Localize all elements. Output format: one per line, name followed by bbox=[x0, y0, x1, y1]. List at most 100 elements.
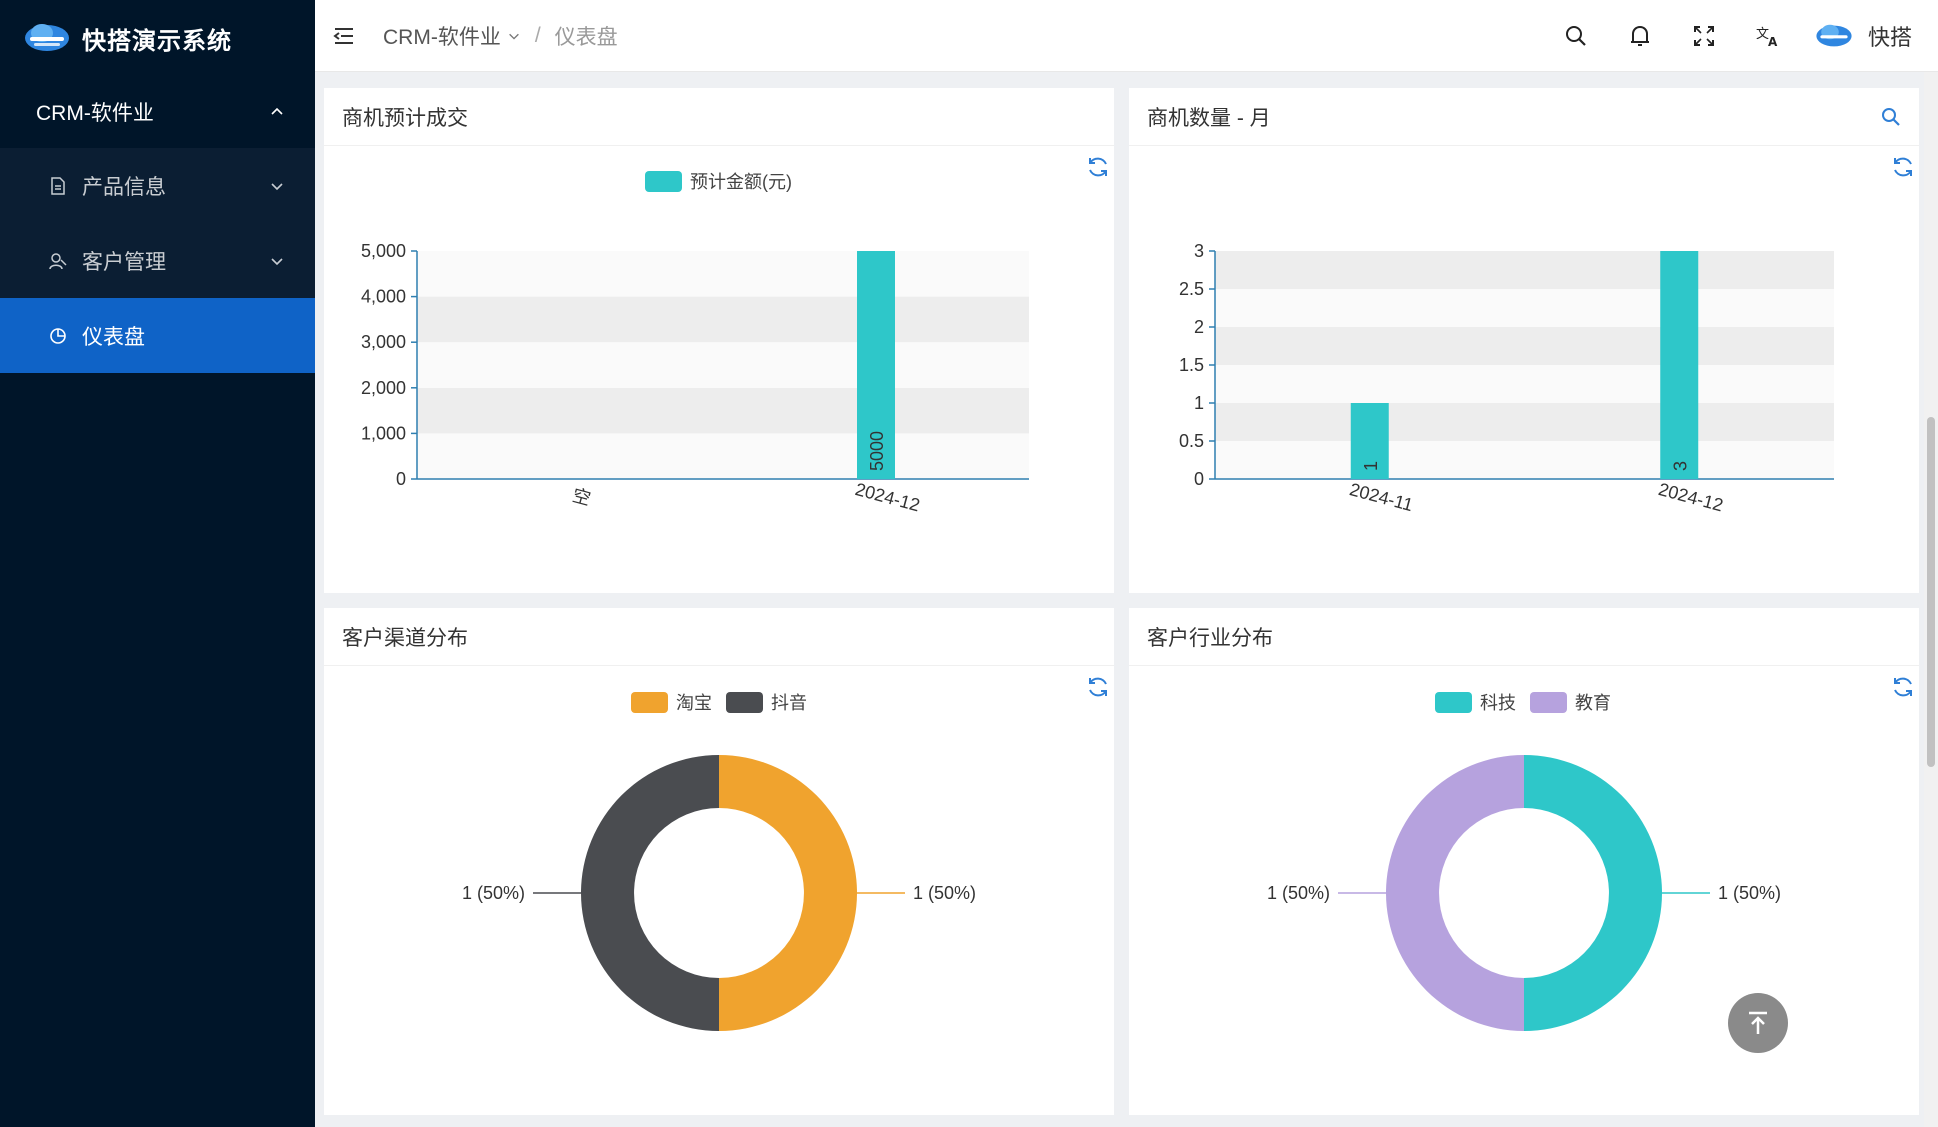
x-tick-label: 2024-12 bbox=[853, 479, 922, 515]
legend-swatch bbox=[631, 691, 668, 713]
legend-label: 预计金额(元) bbox=[690, 172, 792, 192]
x-tick-label: 空 bbox=[570, 485, 593, 509]
refresh-icon[interactable] bbox=[1085, 674, 1111, 700]
x-tick-label: 2024-12 bbox=[1656, 479, 1725, 515]
back-to-top-button[interactable] bbox=[1728, 993, 1788, 1053]
y-tick-label: 3,000 bbox=[361, 332, 406, 352]
avatar bbox=[1816, 24, 1852, 47]
chevron-down-icon[interactable] bbox=[507, 29, 521, 43]
card-title-text: 客户行业分布 bbox=[1147, 626, 1273, 650]
grid-band bbox=[1215, 403, 1834, 441]
y-tick-label: 1,000 bbox=[361, 423, 406, 443]
search-icon[interactable] bbox=[1544, 0, 1608, 72]
chart-legend: 淘宝 抖音 bbox=[631, 689, 807, 715]
user-name: 快搭 bbox=[1867, 25, 1912, 50]
legend-swatch bbox=[1435, 691, 1472, 713]
y-tick-label: 1 bbox=[1194, 393, 1204, 413]
refresh-icon[interactable] bbox=[1085, 154, 1111, 180]
chevron-up-icon bbox=[271, 107, 283, 115]
legend-label: 抖音 bbox=[771, 693, 807, 713]
refresh-icon[interactable] bbox=[1890, 674, 1916, 700]
breadcrumb-item-dashboard: 仪表盘 bbox=[554, 25, 618, 49]
donut-data-label: 1 (50%) bbox=[1718, 883, 1781, 903]
document-icon bbox=[51, 176, 65, 195]
grid-band bbox=[417, 296, 1029, 343]
sidebar-item-label: 产品信息 bbox=[82, 175, 166, 199]
menu-group-crm[interactable]: CRM-软件业 bbox=[0, 76, 315, 148]
bar bbox=[857, 251, 895, 479]
donut-data-label: 1 (50%) bbox=[1267, 883, 1330, 903]
user-menu[interactable]: 快搭 bbox=[1800, 20, 1938, 52]
legend-label: 科技 bbox=[1480, 693, 1516, 713]
y-tick-label: 2 bbox=[1194, 317, 1204, 337]
sidebar-item-label: 仪表盘 bbox=[82, 325, 145, 349]
chart-legend: 科技 教育 bbox=[1435, 689, 1611, 715]
sidebar: 快搭演示系统 CRM-软件业 产品信息 客户管理 仪表盘 bbox=[0, 0, 315, 1127]
grid-band bbox=[417, 251, 1029, 297]
fullscreen-icon[interactable] bbox=[1672, 0, 1736, 72]
breadcrumb-item-crm[interactable]: CRM-软件业 bbox=[383, 25, 501, 49]
grid-band bbox=[1215, 365, 1834, 403]
x-tick-label: 2024-11 bbox=[1347, 479, 1415, 515]
donut-slice bbox=[1524, 755, 1662, 1031]
legend-item[interactable]: 预计金额(元) bbox=[645, 168, 792, 194]
legend-item[interactable]: 教育 bbox=[1530, 689, 1611, 715]
donut-data-label: 1 (50%) bbox=[913, 883, 976, 903]
grid-band bbox=[1215, 327, 1834, 365]
y-tick-label: 0 bbox=[396, 469, 406, 489]
card-title-text: 商机预计成交 bbox=[342, 106, 468, 130]
donut-chart-customer-channels: 1 (50%) 1 (50%) bbox=[462, 755, 976, 1031]
card-title: 客户渠道分布 bbox=[324, 608, 1114, 666]
card-title: 商机预计成交 bbox=[324, 88, 1114, 146]
menu-fold-icon[interactable] bbox=[329, 21, 359, 51]
svg-text:A: A bbox=[1768, 35, 1778, 48]
legend-swatch bbox=[726, 691, 763, 713]
bell-icon[interactable] bbox=[1608, 0, 1672, 72]
breadcrumb: CRM-软件业 / 仪表盘 bbox=[383, 21, 618, 51]
page-scrollbar[interactable] bbox=[1924, 72, 1938, 1127]
card-title-text: 商机数量 - 月 bbox=[1147, 106, 1271, 130]
app-title: 快搭演示系统 bbox=[82, 27, 232, 55]
y-tick-label: 2,000 bbox=[361, 378, 406, 398]
y-tick-label: 5,000 bbox=[361, 241, 406, 261]
card-opportunity-count: 商机数量 - 月 0 0.5 1 1.5 2 2.5 3 1 2024-11 3 2024-12 bbox=[1129, 88, 1919, 593]
legend-swatch bbox=[645, 170, 682, 192]
brand[interactable]: 快搭演示系统 bbox=[0, 0, 315, 76]
sidebar-item-products[interactable]: 产品信息 bbox=[0, 148, 315, 223]
sidebar-item-dashboard[interactable]: 仪表盘 bbox=[0, 298, 315, 373]
bar-chart-opportunity-count: 0 0.5 1 1.5 2 2.5 3 1 2024-11 3 2024-12 bbox=[1179, 241, 1834, 515]
legend-item[interactable]: 科技 bbox=[1435, 689, 1516, 715]
donut-slice bbox=[719, 755, 857, 1031]
y-tick-label: 0.5 bbox=[1179, 431, 1204, 451]
pie-chart-icon bbox=[50, 327, 66, 344]
card-title-text: 客户渠道分布 bbox=[342, 626, 468, 650]
card-expected-deals: 商机预计成交 预计金额(元) 0 1,000 2,000 3,000 4,000 5,00… bbox=[324, 88, 1114, 593]
card-customer-industry: 客户行业分布 科技 教育 1 (50%) 1 (50%) bbox=[1129, 608, 1919, 1115]
sidebar-item-customers[interactable]: 客户管理 bbox=[0, 223, 315, 298]
card-title: 商机数量 - 月 bbox=[1129, 88, 1919, 146]
bar-data-label: 1 bbox=[1361, 461, 1381, 471]
svg-text:文: 文 bbox=[1756, 27, 1769, 42]
y-tick-label: 4,000 bbox=[361, 287, 406, 307]
chevron-down-icon bbox=[271, 182, 283, 190]
legend-label: 淘宝 bbox=[676, 693, 712, 713]
refresh-icon[interactable] bbox=[1890, 154, 1916, 180]
arrow-up-icon bbox=[1749, 1011, 1767, 1034]
cloud-logo-icon bbox=[25, 24, 69, 51]
y-tick-label: 2.5 bbox=[1179, 279, 1204, 299]
grid-band bbox=[417, 433, 1029, 479]
legend-item[interactable]: 抖音 bbox=[726, 689, 807, 715]
grid-band bbox=[417, 342, 1029, 388]
users-icon bbox=[49, 252, 67, 269]
legend-item[interactable]: 淘宝 bbox=[631, 689, 712, 715]
legend-swatch bbox=[1530, 691, 1567, 713]
submenu: 产品信息 客户管理 仪表盘 bbox=[0, 148, 315, 373]
donut-slice bbox=[1386, 755, 1524, 1031]
scrollbar-thumb[interactable] bbox=[1927, 417, 1935, 767]
donut-data-label: 1 (50%) bbox=[462, 883, 525, 903]
y-tick-label: 1.5 bbox=[1179, 355, 1204, 375]
search-icon[interactable] bbox=[1881, 107, 1901, 127]
